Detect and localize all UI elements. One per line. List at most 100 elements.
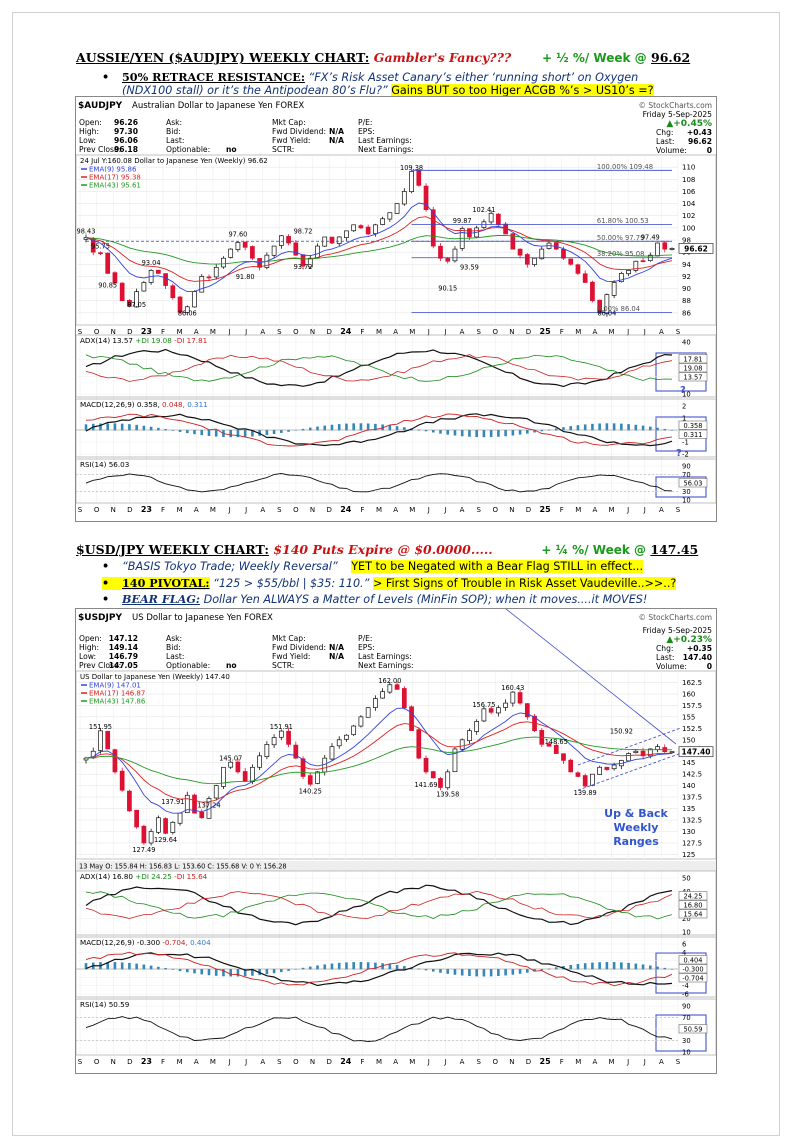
candle-body <box>662 242 668 250</box>
y-tick-label: 88 <box>682 297 691 305</box>
macd-histogram-bar <box>482 430 486 438</box>
candle-body <box>546 743 552 747</box>
candle-body <box>358 716 364 727</box>
candle-body <box>365 226 371 235</box>
macd-histogram-bar <box>489 969 493 977</box>
quote-date: Friday 5-Sep-2025 <box>643 110 713 119</box>
range-callout-text: Up & Back <box>604 807 668 820</box>
y-tick-label: 155 <box>682 713 695 721</box>
x-tick-label-bottom: F <box>360 1058 364 1066</box>
candle-body <box>141 825 147 844</box>
price-annotation: 137.24 <box>197 801 220 809</box>
candle-body <box>445 258 451 262</box>
macd-histogram-bar <box>591 423 594 431</box>
candle-body <box>213 266 219 278</box>
indicator-badge-label: 0.358 <box>684 422 703 430</box>
x-tick-label-bottom: A <box>194 1058 199 1066</box>
x-tick-label: 24 <box>340 327 352 336</box>
candle-body <box>496 213 501 226</box>
macd-histogram-bar <box>135 963 138 970</box>
quote-value: N/A <box>329 136 344 145</box>
indicator-badge-label: 50.59 <box>684 1025 703 1033</box>
macd-histogram-bar <box>229 430 232 438</box>
indicator-line <box>85 890 673 919</box>
macd-histogram-bar <box>446 430 450 435</box>
bullet-highlight: YET to be Negated with a Bear Flag STILL… <box>351 560 643 573</box>
macd-histogram-bar <box>374 423 377 431</box>
macd-value: 0.358, <box>137 400 162 409</box>
macd-histogram-bar <box>193 430 196 435</box>
candle-body <box>430 771 436 779</box>
x-tick-label-bottom: J <box>244 506 247 514</box>
quote-label: Optionable: <box>166 661 210 670</box>
y-tick-label: 125 <box>682 851 695 859</box>
candle-body <box>575 264 581 274</box>
candle-body <box>582 273 588 283</box>
macd-histogram-bar <box>120 423 124 431</box>
x-tick-label-bottom: J <box>626 1058 629 1066</box>
indicator-label-main: RSI(14) 50.59 <box>80 1000 130 1009</box>
indicator-badge-label: 0.311 <box>684 431 703 439</box>
question-mark: ? <box>680 385 686 396</box>
x-tick-label: A <box>460 328 465 336</box>
x-tick-label-bottom: N <box>310 1058 315 1066</box>
x-tick-label-bottom: F <box>360 506 364 514</box>
macd-histogram-bar <box>641 964 645 970</box>
quote-label: Ask: <box>166 634 182 643</box>
quote-value: 96.18 <box>114 145 138 154</box>
x-tick-label-bottom: J <box>227 1058 230 1066</box>
x-tick-label-bottom: O <box>293 1058 299 1066</box>
indicator-label: ADX(14) 16.80 +DI 24.25 -DI 15.64 <box>80 872 208 881</box>
bear-flag-lower <box>577 753 681 791</box>
candle-body <box>611 282 617 296</box>
quote-label: Last Earnings: <box>358 136 412 145</box>
price-annotation: 91.80 <box>236 273 255 281</box>
price-annotation: 141.69 <box>414 781 437 789</box>
indicator-panel <box>75 458 717 504</box>
indicator-tick: 70 <box>682 471 691 479</box>
x-tick-label-bottom: O <box>293 506 299 514</box>
x-tick-label-bottom: S <box>676 1058 681 1066</box>
x-tick-label-bottom: A <box>393 1058 398 1066</box>
quote-value: 96.26 <box>114 118 138 127</box>
y-tick-label: 157.5 <box>682 702 702 710</box>
x-tick-label: S <box>78 328 83 336</box>
macd-histogram-bar <box>569 964 573 970</box>
indicator-tick: -6 <box>682 991 689 999</box>
ema-line-43 <box>85 736 673 785</box>
chart-symbol: $AUDJPY <box>78 101 123 111</box>
x-tick-label: J <box>626 328 629 336</box>
indicator-tick: 6 <box>682 941 686 949</box>
macd-histogram-bar <box>316 965 319 970</box>
macd-histogram-bar <box>330 424 334 431</box>
y-tick-label: 104 <box>682 200 696 208</box>
bullet-text: “125 > $55/bbl | $35: 110.” <box>213 577 370 590</box>
candle-body <box>221 257 226 268</box>
quote-label: Fwd Dividend: <box>272 643 326 652</box>
candle-body <box>351 224 357 232</box>
x-tick-label-bottom: F <box>161 506 165 514</box>
price-annotation: 93.59 <box>460 263 479 271</box>
indicator-tick: 1 <box>682 415 686 423</box>
y-tick-label: 100 <box>682 224 695 232</box>
x-tick-label-bottom: F <box>560 1058 564 1066</box>
candle-body <box>98 252 103 255</box>
y-tick-label: 162.5 <box>682 679 702 687</box>
usdjpy-chart: $USDJPY US Dollar to Japanese Yen FOREX © … <box>75 600 717 1074</box>
quote-value: 149.14 <box>109 643 138 652</box>
macd-histogram-bar <box>641 425 645 431</box>
candle-body <box>655 746 660 750</box>
x-tick-label: M <box>177 328 183 336</box>
x-tick-label-bottom: S <box>277 506 282 514</box>
x-tick-label-bottom: A <box>593 506 598 514</box>
quote-value: 96.62 <box>688 137 712 146</box>
candle-body <box>467 730 472 742</box>
price-annotation: 98.72 <box>294 228 313 236</box>
candle-body <box>278 730 284 738</box>
indicator-tick: 10 <box>682 929 691 937</box>
macd-histogram-bar <box>540 969 544 971</box>
macd-value: 0.311 <box>187 400 208 409</box>
candle-body <box>365 707 371 718</box>
bullet-highlight: Gains BUT so too Higer ACGB %’s > US10’s… <box>391 84 654 97</box>
macd-histogram-bar <box>178 430 182 432</box>
